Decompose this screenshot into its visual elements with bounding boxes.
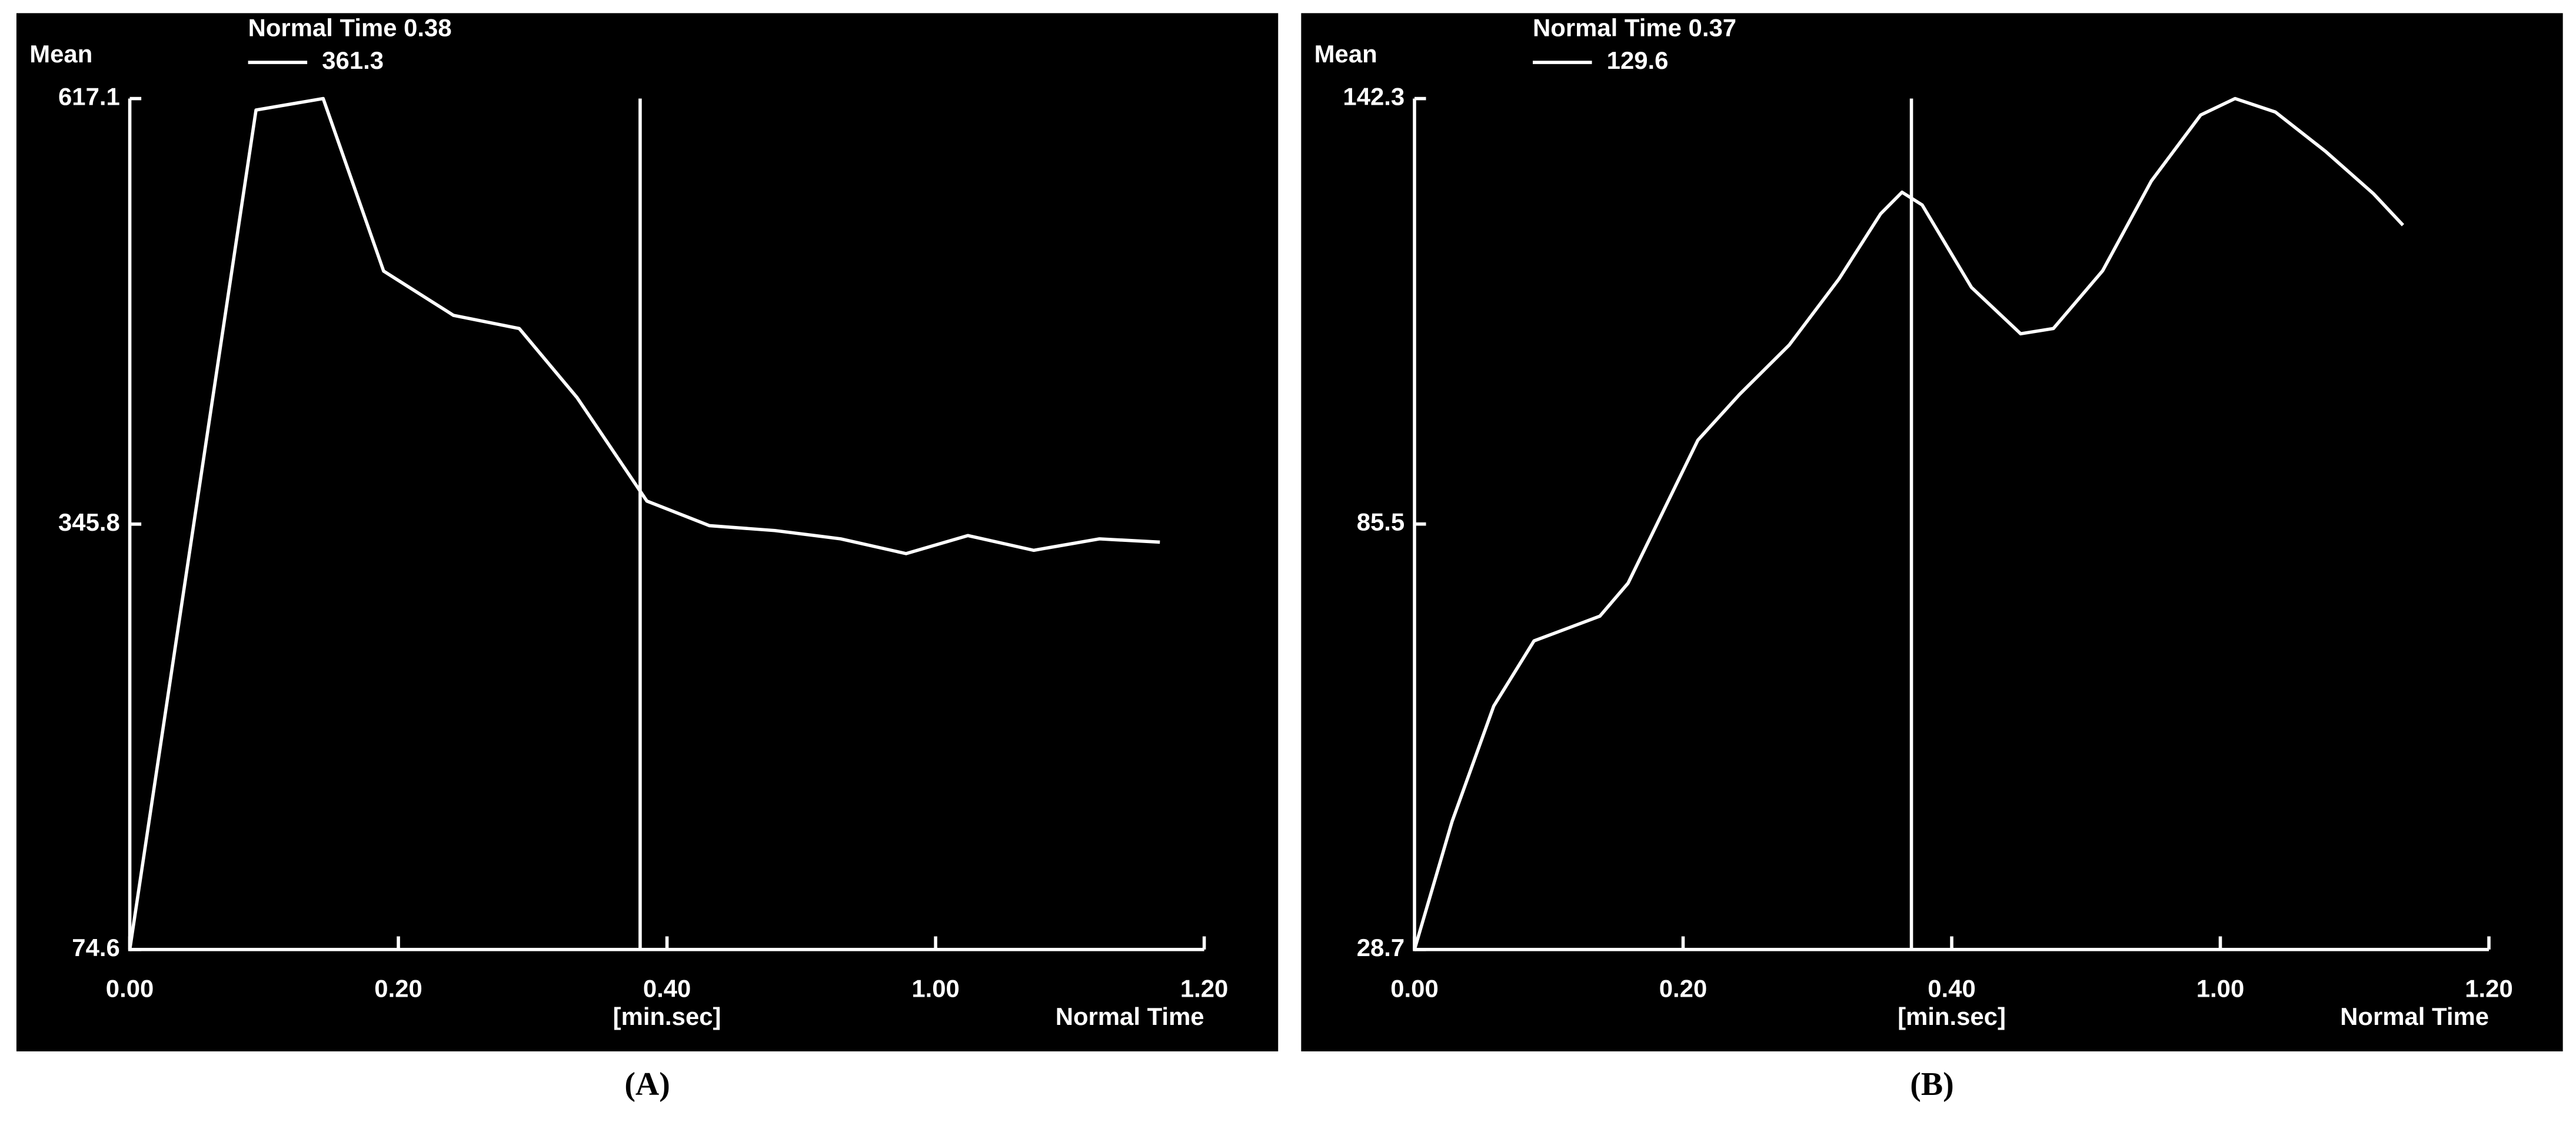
y-tick-label: 345.8 [58,508,120,536]
x-axis-label: Normal Time [2340,1003,2489,1030]
y-tick-label: 28.7 [1357,934,1405,961]
y-tick-label: 85.5 [1357,508,1405,536]
x-tick-label: 1.20 [1180,975,1229,1003]
data-line [128,96,1160,950]
legend-label: 361.3 [322,46,384,74]
chart-panel: 74.6 345.8 617.1 0.00 0.20 0.40 1.00 1.20 Mean No… [16,13,1279,1051]
panel-label: (A) [624,1066,670,1103]
x-tick-label: 0.20 [374,975,422,1003]
x-axis-unit: [min.sec] [613,1003,721,1030]
x-tick-label: 1.00 [911,975,960,1003]
x-tick-label: 0.40 [1928,975,1976,1003]
data-line [1413,96,2404,950]
x-axis-unit: [min.sec] [1898,1003,2006,1030]
chart-title: Normal Time 0.37 [1533,14,1736,41]
chart-title: Normal Time 0.38 [248,14,452,41]
legend-label: 129.6 [1607,46,1669,74]
y-tick-label: 142.3 [1343,83,1405,111]
x-tick-label: 0.40 [643,975,691,1003]
x-axis-label: Normal Time [1056,1003,1204,1030]
y-tick-label: 74.6 [72,934,120,961]
y-axis-label: Mean [1314,40,1377,68]
x-tick-label: 0.00 [106,975,154,1003]
x-tick-label: 0.00 [1390,975,1439,1003]
x-tick-label: 1.20 [2465,975,2513,1003]
plot-background [16,13,1279,1051]
x-tick-label: 1.00 [2196,975,2245,1003]
chart-panel: 28.7 85.5 142.3 0.00 0.20 0.40 1.00 1.20 Mean Nor… [1301,13,2563,1051]
panel-label: (B) [1910,1066,1953,1103]
plot-background [1301,13,2563,1051]
y-axis-label: Mean [29,40,92,68]
x-tick-label: 0.20 [1659,975,1708,1003]
y-tick-label: 617.1 [58,83,120,111]
